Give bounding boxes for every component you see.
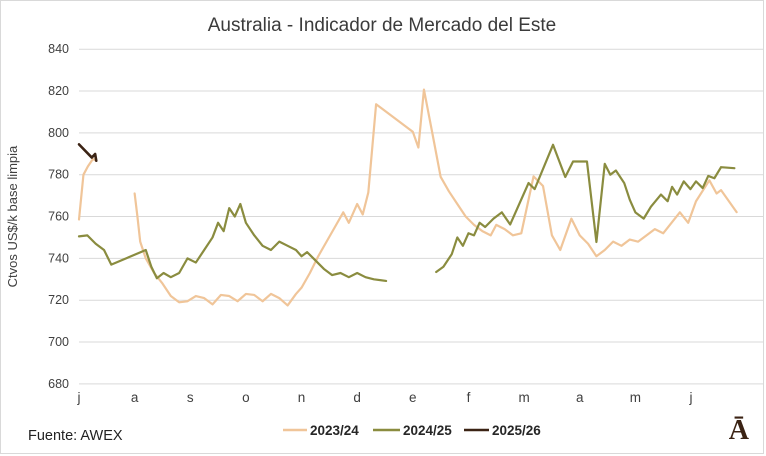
svg-text:740: 740 [48, 251, 69, 265]
svg-text:a: a [131, 390, 139, 405]
svg-text:d: d [353, 390, 361, 405]
svg-text:j: j [77, 390, 81, 405]
svg-text:680: 680 [48, 377, 69, 391]
svg-text:f: f [467, 390, 471, 405]
svg-text:s: s [187, 390, 194, 405]
svg-text:m: m [630, 390, 641, 405]
svg-text:720: 720 [48, 293, 69, 307]
svg-text:e: e [409, 390, 417, 405]
svg-text:a: a [576, 390, 584, 405]
svg-text:m: m [518, 390, 529, 405]
svg-text:780: 780 [48, 168, 69, 182]
svg-text:840: 840 [48, 42, 69, 56]
svg-text:o: o [242, 390, 250, 405]
svg-text:j: j [689, 390, 693, 405]
svg-text:820: 820 [48, 84, 69, 98]
svg-text:Ctvos US$/k base limpia: Ctvos US$/k base limpia [5, 145, 20, 287]
svg-text:n: n [298, 390, 306, 405]
svg-text:760: 760 [48, 210, 69, 224]
svg-text:700: 700 [48, 335, 69, 349]
svg-text:800: 800 [48, 126, 69, 140]
